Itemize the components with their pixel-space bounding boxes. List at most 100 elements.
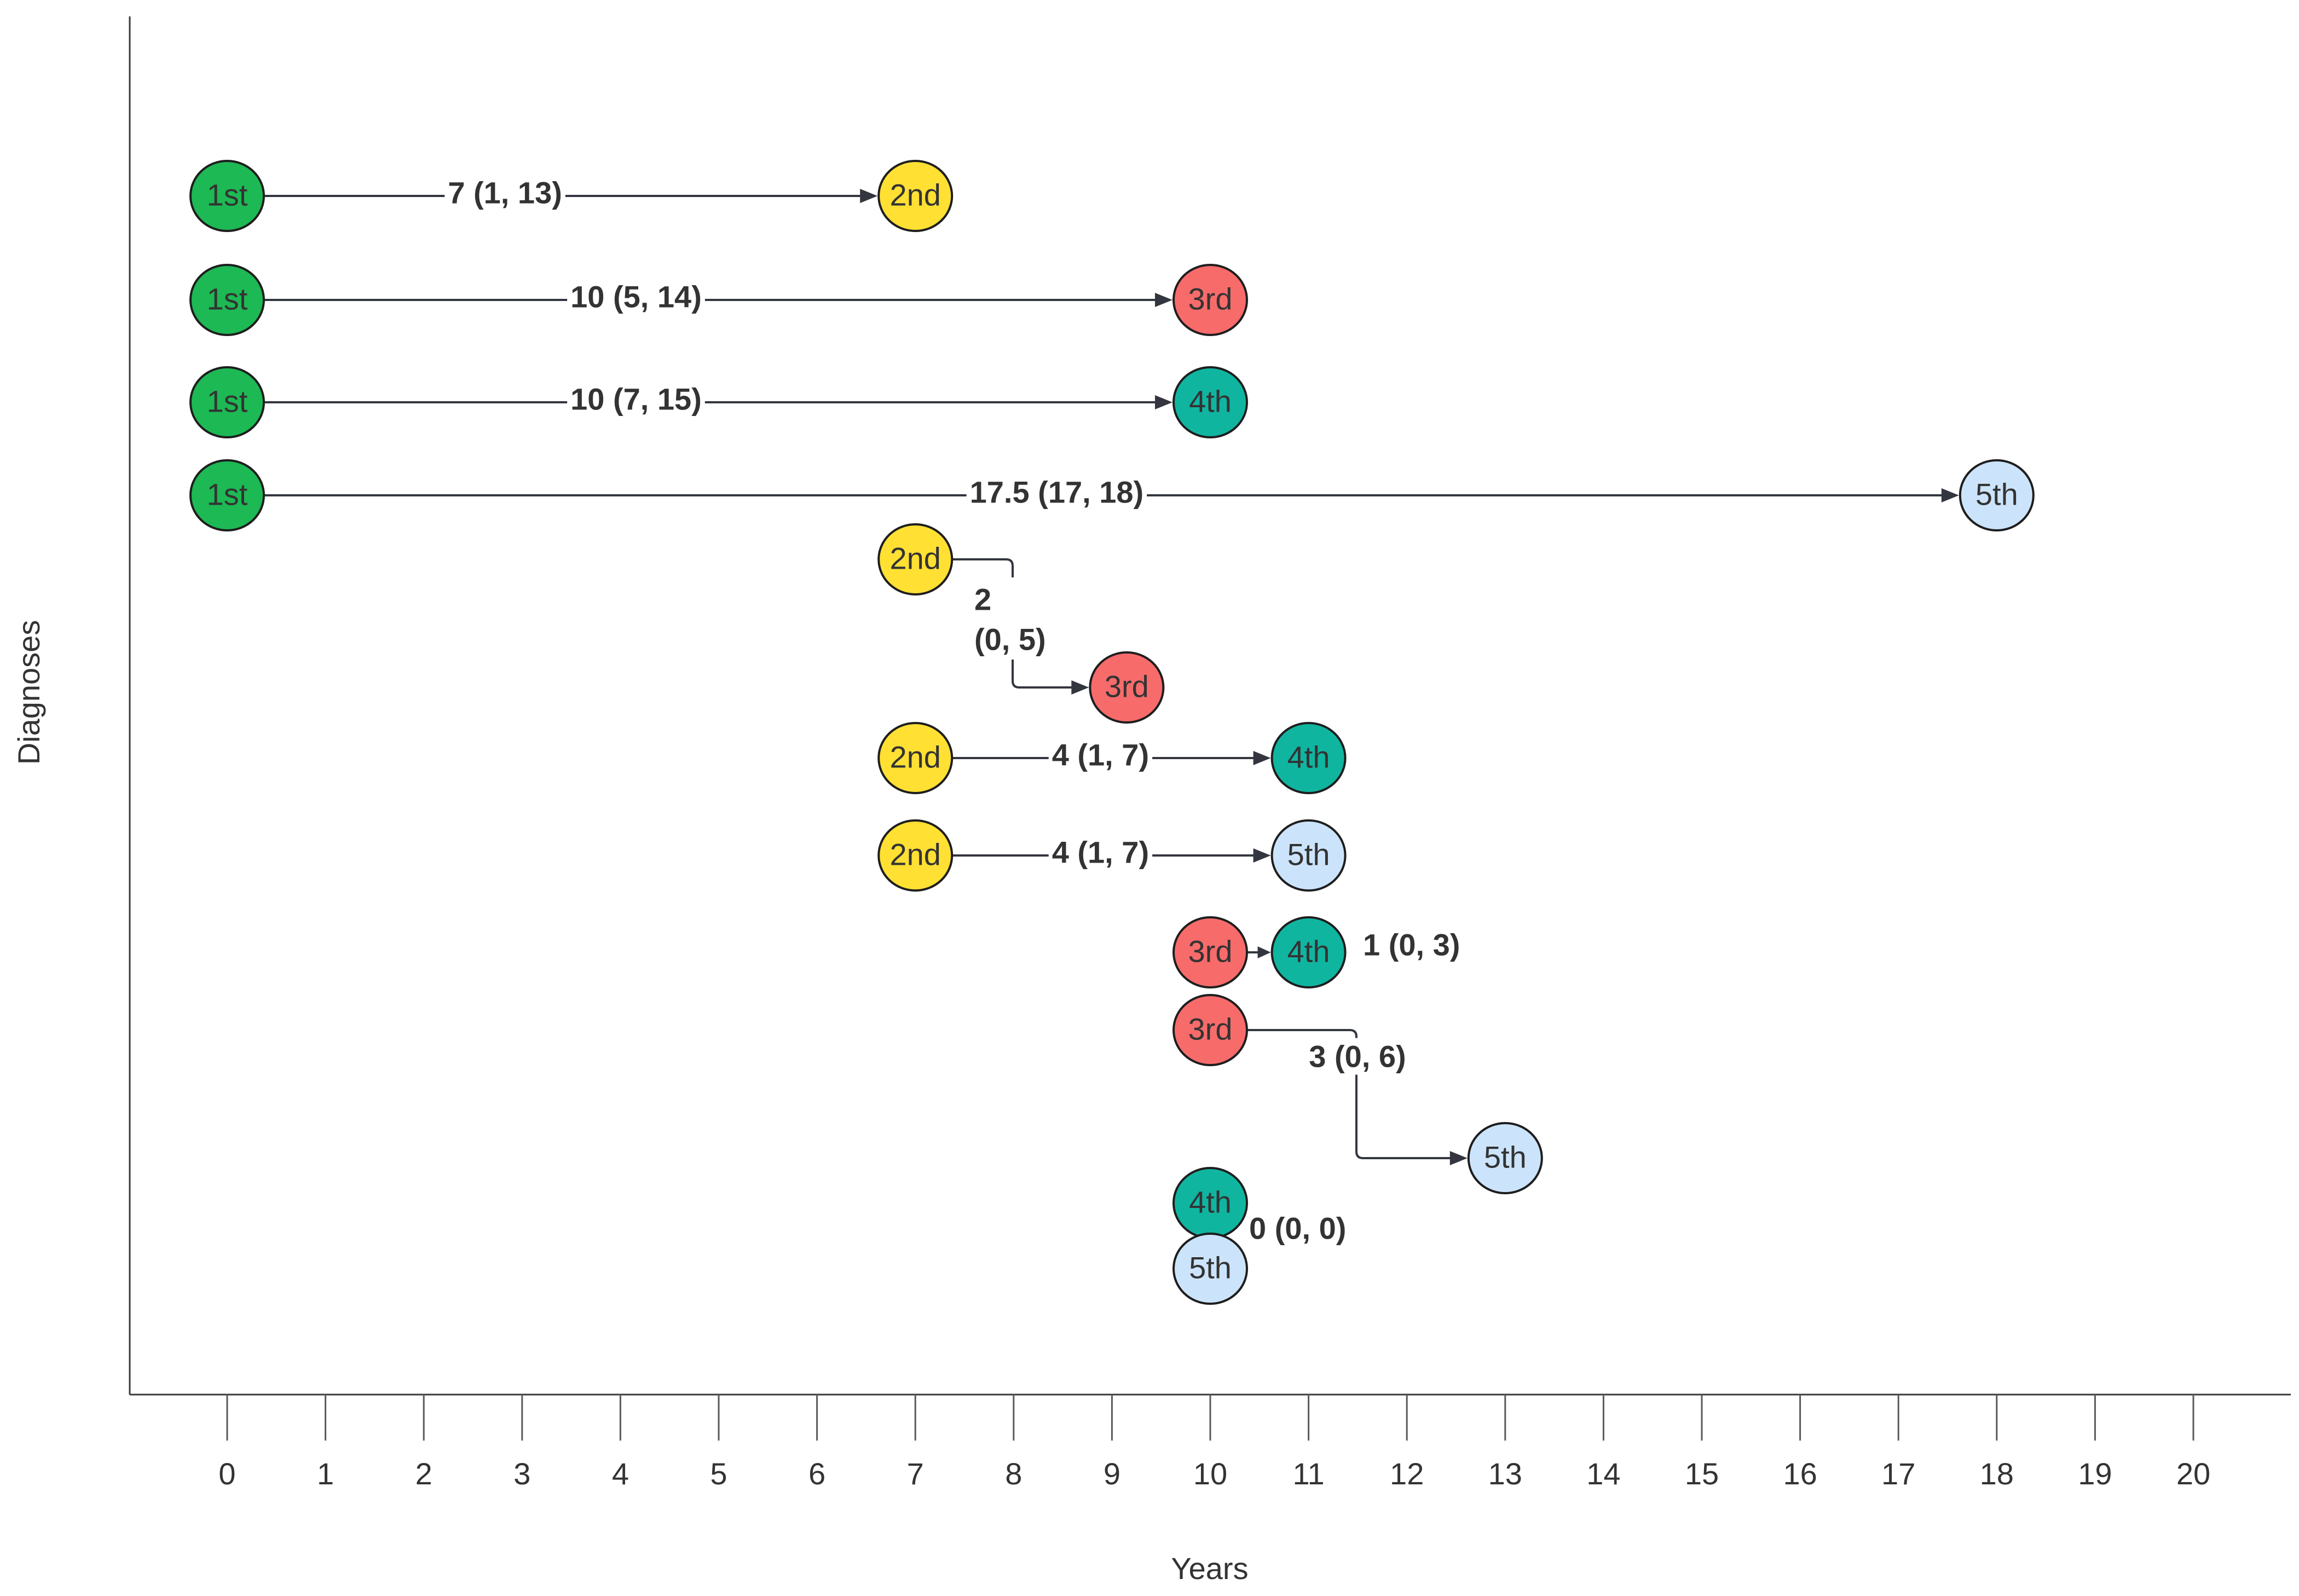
x-axis-title: Years <box>1171 1551 1248 1586</box>
transition-row: 4 (1, 7) 2nd 4th <box>877 722 1347 794</box>
transitions: 7 (1, 13) 1st 2nd 10 (5, 14) 1st 3rd 10 (7, 15… <box>189 160 2035 1305</box>
transition-row: 3 (0, 6) 3rd 5th <box>1172 994 1543 1194</box>
node-circle-1st <box>189 459 265 531</box>
diagnosis-node-3rd: 3rd <box>1172 264 1248 336</box>
diagnosis-node-2nd: 2nd <box>877 523 954 595</box>
node-circle-1st <box>189 264 265 336</box>
x-tick-label: 2 <box>415 1456 432 1491</box>
diagnosis-node-5th: 5th <box>1172 1233 1248 1305</box>
arrowhead <box>860 189 878 203</box>
node-label: 4th <box>1189 1185 1232 1219</box>
transition-row: 7 (1, 13) 1st 2nd <box>189 160 954 232</box>
node-label: 3rd <box>1188 282 1233 316</box>
diagnosis-node-1st: 1st <box>189 366 265 438</box>
node-circle-3rd <box>1172 994 1248 1066</box>
node-circle-2nd <box>877 523 954 595</box>
node-circle-1st <box>189 160 265 232</box>
label-background <box>969 577 1051 660</box>
node-label: 4th <box>1189 384 1232 419</box>
x-tick-label: 15 <box>1685 1456 1719 1491</box>
x-tick-label: 11 <box>1293 1456 1325 1491</box>
node-circle-3rd <box>1089 651 1165 724</box>
arrowhead <box>1449 1151 1468 1165</box>
label-background <box>966 473 1147 511</box>
x-tick-label: 6 <box>808 1456 825 1491</box>
diagnosis-node-4th: 4th <box>1270 916 1347 988</box>
transition-time-label: 0 (0, 0) <box>1249 1211 1346 1246</box>
x-tick-label: 7 <box>907 1456 924 1491</box>
diagnosis-node-2nd: 2nd <box>877 819 954 892</box>
label-background <box>1048 736 1153 773</box>
transition-time-label: 3 (0, 6) <box>1309 1039 1406 1074</box>
x-tick-label: 9 <box>1104 1456 1120 1491</box>
transition-row: 10 (5, 14) 1st 3rd <box>189 264 1248 336</box>
arrowhead <box>1941 488 1959 502</box>
node-circle-2nd <box>877 819 954 892</box>
y-axis-title: Diagnoses <box>11 620 46 765</box>
x-tick-label: 1 <box>317 1456 334 1491</box>
arrowhead <box>1155 395 1172 409</box>
label-background <box>567 380 705 418</box>
node-circle-5th <box>1467 1122 1543 1194</box>
diagnosis-node-2nd: 2nd <box>877 722 954 794</box>
diagnosis-node-4th: 4th <box>1172 1167 1248 1239</box>
node-circle-5th <box>1959 459 2035 531</box>
node-circle-3rd <box>1172 264 1248 336</box>
diagnosis-node-5th: 5th <box>1959 459 2035 531</box>
axes: Diagnoses Years <box>11 16 2291 1586</box>
node-circle-4th <box>1270 916 1347 988</box>
transition-time-label: 17.5 (17, 18) <box>970 475 1144 510</box>
diagnosis-node-1st: 1st <box>189 459 265 531</box>
diagnosis-node-4th: 4th <box>1270 722 1347 794</box>
node-label: 4th <box>1287 934 1330 969</box>
transition-arrow <box>1247 1029 1452 1159</box>
transition-row: 3rd 4th 1 (0, 3) <box>1172 916 1460 988</box>
arrowhead <box>1155 293 1172 307</box>
diagnosis-node-5th: 5th <box>1270 819 1347 892</box>
transition-row: 4 (1, 7) 2nd 5th <box>877 819 1347 892</box>
x-tick-label: 4 <box>612 1456 629 1491</box>
node-circle-2nd <box>877 160 954 232</box>
x-tick-label: 18 <box>1980 1456 2014 1491</box>
node-circle-4th <box>1270 722 1347 794</box>
transition-row: 2 (0, 5) 2nd 3rd <box>877 523 1165 724</box>
diagnosis-node-3rd: 3rd <box>1172 994 1248 1066</box>
node-label: 1st <box>207 178 248 212</box>
diagnosis-node-1st: 1st <box>189 160 265 232</box>
label-background <box>567 278 705 315</box>
diagnosis-node-3rd: 3rd <box>1172 916 1248 988</box>
x-tick-label: 10 <box>1193 1456 1227 1491</box>
x-tick-label: 17 <box>1881 1456 1915 1491</box>
x-tick-label: 16 <box>1783 1456 1817 1491</box>
label-background <box>1048 834 1153 871</box>
x-tick-label: 3 <box>513 1456 530 1491</box>
node-label: 5th <box>1975 477 2018 512</box>
x-tick-label: 5 <box>710 1456 727 1491</box>
x-tick-label: 8 <box>1005 1456 1022 1491</box>
arrowhead <box>1253 751 1271 765</box>
node-label: 1st <box>207 477 248 512</box>
diagnosis-node-4th: 4th <box>1172 366 1248 438</box>
node-label: 2nd <box>889 740 940 774</box>
node-label: 1st <box>207 282 248 316</box>
node-label: 3rd <box>1105 669 1149 704</box>
diagnosis-node-5th: 5th <box>1467 1122 1543 1194</box>
arrowhead <box>1257 946 1271 958</box>
diagnosis-node-3rd: 3rd <box>1089 651 1165 724</box>
node-label: 1st <box>207 384 248 419</box>
transition-time-label: 4 (1, 7) <box>1052 835 1149 870</box>
arrowhead <box>1253 848 1271 863</box>
node-circle-1st <box>189 366 265 438</box>
node-circle-4th <box>1172 366 1248 438</box>
node-label: 5th <box>1287 837 1330 872</box>
node-label: 5th <box>1484 1140 1527 1175</box>
node-label: 5th <box>1189 1251 1232 1285</box>
node-label: 4th <box>1287 740 1330 774</box>
transition-time-label: 4 (1, 7) <box>1052 738 1149 772</box>
node-label: 3rd <box>1188 934 1233 969</box>
node-circle-3rd <box>1172 916 1248 988</box>
node-circle-5th <box>1172 1233 1248 1305</box>
transition-time-label: (0, 5) <box>974 622 1046 657</box>
x-axis-ticks: 0 1 2 3 4 5 6 7 8 9 10 11 12 13 14 15 16 17 18 19 20 <box>218 1395 2210 1491</box>
transition-row: 10 (7, 15) 1st 4th <box>189 366 1248 438</box>
